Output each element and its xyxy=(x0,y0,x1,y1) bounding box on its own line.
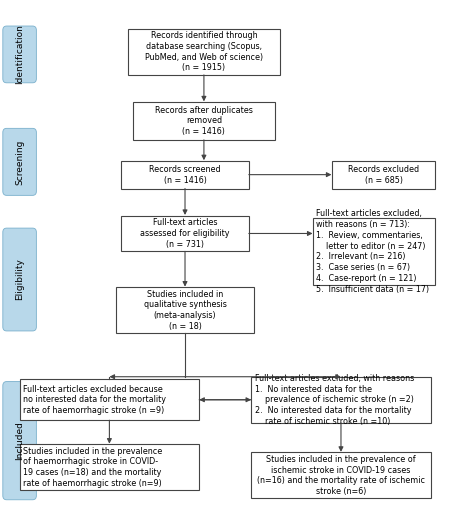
FancyBboxPatch shape xyxy=(19,379,199,420)
Text: Records identified through
database searching (Scopus,
PubMed, and Web of scienc: Records identified through database sear… xyxy=(145,31,263,72)
FancyBboxPatch shape xyxy=(251,377,431,423)
FancyBboxPatch shape xyxy=(117,287,254,333)
FancyBboxPatch shape xyxy=(121,215,249,251)
FancyBboxPatch shape xyxy=(128,29,280,75)
Text: Identification: Identification xyxy=(15,25,24,84)
Text: Included: Included xyxy=(15,421,24,460)
FancyBboxPatch shape xyxy=(3,382,36,500)
Text: Eligibility: Eligibility xyxy=(15,259,24,301)
FancyBboxPatch shape xyxy=(251,452,431,499)
Text: Full-text articles excluded,
with reasons (n = 713):
1.  Review, commentaries,
 : Full-text articles excluded, with reason… xyxy=(317,209,429,293)
FancyBboxPatch shape xyxy=(19,444,199,490)
FancyBboxPatch shape xyxy=(313,218,436,285)
FancyBboxPatch shape xyxy=(133,102,275,140)
Text: Studies included in the prevalence of
ischemic stroke in COVID-19 cases
(n=16) a: Studies included in the prevalence of is… xyxy=(257,455,425,496)
Text: Studies included in the prevalence
of haemorrhagic stroke in COVID-
19 cases (n=: Studies included in the prevalence of ha… xyxy=(23,447,163,488)
Text: Records after duplicates
removed
(n = 1416): Records after duplicates removed (n = 14… xyxy=(155,106,253,136)
Text: Full-text articles excluded, with reasons
1.  No interested data for the
    pre: Full-text articles excluded, with reason… xyxy=(255,374,414,426)
Text: Records excluded
(n = 685): Records excluded (n = 685) xyxy=(348,165,419,185)
FancyBboxPatch shape xyxy=(3,26,36,83)
FancyBboxPatch shape xyxy=(121,161,249,189)
Text: Records screened
(n = 1416): Records screened (n = 1416) xyxy=(149,165,221,185)
FancyBboxPatch shape xyxy=(331,161,436,189)
Text: Full-text articles excluded because
no interested data for the mortality
rate of: Full-text articles excluded because no i… xyxy=(23,385,166,415)
Text: Studies included in
qualitative synthesis
(meta-analysis)
(n = 18): Studies included in qualitative synthesi… xyxy=(144,290,227,331)
FancyBboxPatch shape xyxy=(3,128,36,195)
FancyBboxPatch shape xyxy=(3,228,36,331)
Text: Full-text articles
assessed for eligibility
(n = 731): Full-text articles assessed for eligibil… xyxy=(140,218,230,249)
Text: Screening: Screening xyxy=(15,139,24,185)
